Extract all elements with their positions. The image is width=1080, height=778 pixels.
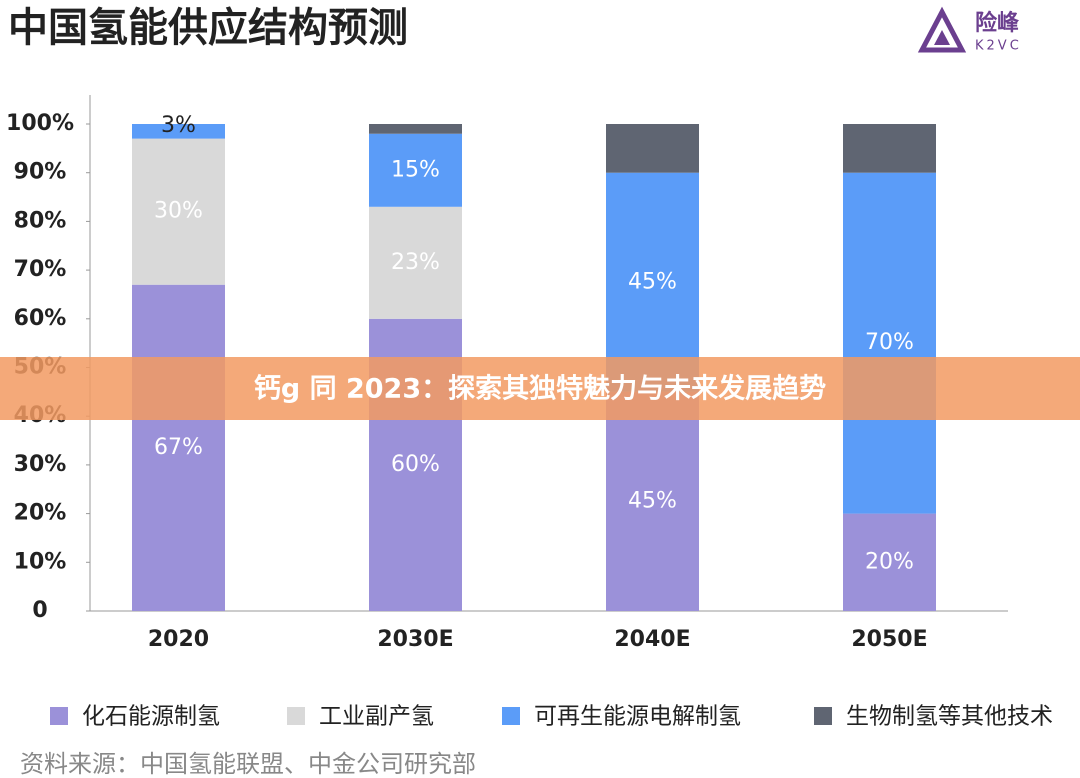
legend-label: 可再生能源电解制氢 xyxy=(534,704,741,730)
value-label: 45% xyxy=(628,269,677,294)
legend-swatch xyxy=(50,707,68,725)
value-label: 3% xyxy=(161,113,196,138)
y-tick-label: 10% xyxy=(14,549,67,574)
y-tick-label: 90% xyxy=(14,160,67,185)
legend-swatch xyxy=(502,707,520,725)
logo-icon xyxy=(917,6,967,53)
x-tick-label: 2040E xyxy=(614,627,690,652)
y-tick-label: 60% xyxy=(14,306,67,331)
legend-label: 工业副产氢 xyxy=(319,704,434,730)
y-tick-label: 20% xyxy=(14,501,67,526)
bar-segment xyxy=(369,206,462,319)
value-label: 60% xyxy=(391,452,440,477)
bar-segment xyxy=(606,391,699,611)
x-tick-label: 2030E xyxy=(377,627,453,652)
value-label: 15% xyxy=(391,157,440,182)
bar-segment xyxy=(843,124,936,173)
bar-segment xyxy=(369,133,462,207)
source: 资料来源：中国氢能联盟、中金公司研究部 xyxy=(20,750,476,778)
bar-segment xyxy=(606,124,699,173)
legend-swatch xyxy=(287,707,305,725)
x-tick-label: 2020 xyxy=(148,627,209,652)
bar-segment xyxy=(843,513,936,611)
legend-label: 化石能源制氢 xyxy=(82,704,220,730)
y-tick-label: 30% xyxy=(14,452,67,477)
bar-segment xyxy=(606,172,699,392)
value-label: 30% xyxy=(154,199,203,224)
logo-sub: K2VC xyxy=(975,39,1022,54)
value-label: 67% xyxy=(154,435,203,460)
bar-segment xyxy=(369,124,462,134)
y-tick-label: 80% xyxy=(14,208,67,233)
x-tick-label: 2050E xyxy=(851,627,927,652)
value-label: 70% xyxy=(865,330,914,355)
bar-segment xyxy=(843,172,936,514)
bar-segment xyxy=(132,284,225,611)
logo-icon-inner xyxy=(934,30,950,45)
bar-segment xyxy=(132,124,225,139)
y-tick-label: 0 xyxy=(32,598,47,623)
banner-text: 钙g 同 2023：探索其独特魅力与未来发展趋势 xyxy=(254,373,826,405)
y-tick-label: 100% xyxy=(6,111,74,136)
legend-swatch xyxy=(814,707,832,725)
value-label: 45% xyxy=(628,488,677,513)
y-tick-label: 70% xyxy=(14,257,67,282)
banner-background xyxy=(0,357,1080,420)
value-label: 20% xyxy=(865,549,914,574)
value-label: 23% xyxy=(391,250,440,275)
logo-name: 险峰 xyxy=(975,10,1020,36)
bar-segment xyxy=(132,138,225,285)
chart-title: 中国氢能供应结构预测 xyxy=(8,5,408,51)
legend-label: 生物制氢等其他技术 xyxy=(846,704,1053,730)
logo: 险峰 K2VC xyxy=(917,6,1022,54)
